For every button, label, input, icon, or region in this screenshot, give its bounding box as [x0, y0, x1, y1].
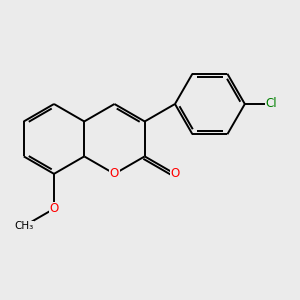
Text: Cl: Cl	[265, 98, 277, 110]
Text: O: O	[170, 167, 180, 180]
Text: O: O	[110, 167, 119, 180]
Text: O: O	[50, 202, 58, 215]
Text: CH₃: CH₃	[14, 221, 33, 231]
